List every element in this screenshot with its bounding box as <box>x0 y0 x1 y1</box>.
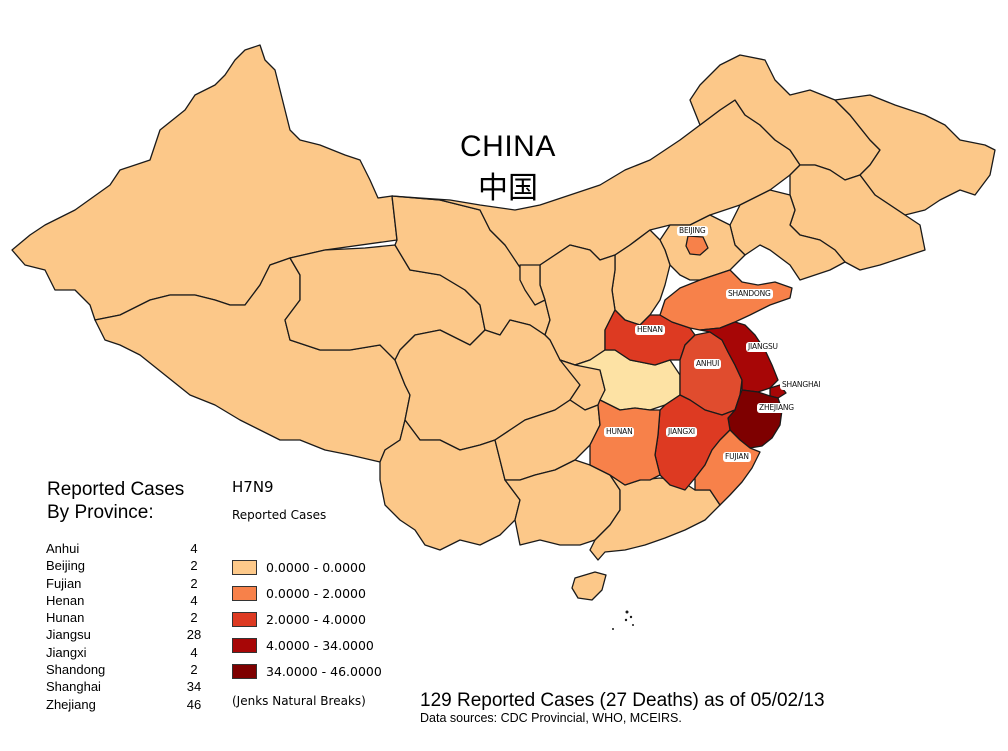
province-heilongjiang-east <box>834 94 996 216</box>
legend-swatch <box>232 637 257 653</box>
table-row: Henan 4 <box>46 592 198 608</box>
map-label-fujian: FUJIAN <box>723 452 751 462</box>
legend-item: 2.0000 - 4.0000 <box>232 606 382 632</box>
table-row: Fujian 2 <box>46 575 198 591</box>
province-hainan <box>571 571 607 601</box>
province-shandong <box>659 269 793 331</box>
map-title-english: CHINA <box>460 130 556 163</box>
legend-swatch <box>232 611 257 627</box>
legend-item: 4.0000 - 34.0000 <box>232 632 382 658</box>
legend-item: 0.0000 - 0.0000 <box>232 554 382 580</box>
map-title-chinese: 中国 <box>478 171 538 206</box>
map-label-zhejiang: ZHEJIANG <box>757 403 796 413</box>
table-row: Beijing 2 <box>46 558 198 574</box>
province-ningxia <box>519 264 546 306</box>
table-row: Shanghai 34 <box>46 679 202 695</box>
table-row: Shandong 2 <box>46 662 198 678</box>
cases-table: Anhui 4 Beijing 2 Fujian 2 Henan 4 Hunan 2 Ji… <box>46 540 206 713</box>
province-beijing <box>685 235 709 256</box>
summary-text: 129 Reported Cases (27 Deaths) as of 05/… <box>420 690 825 711</box>
map-label-anhui: ANHUI <box>694 359 722 369</box>
legend-item: 34.0000 - 46.0000 <box>232 658 382 684</box>
province-fujian <box>694 429 761 506</box>
province-yunnan <box>379 419 521 551</box>
legend-swatch <box>232 663 257 679</box>
map-label-jiangxi: JIANGXI <box>666 427 697 437</box>
cases-table-heading: Reported Cases By Province: <box>47 479 185 523</box>
table-row: Anhui 4 <box>46 541 198 556</box>
data-sources-text: Data sources: CDC Provincial, WHO, MCEIR… <box>420 711 682 725</box>
province-hunan <box>589 399 661 486</box>
map-label-jiangsu: JIANGSU <box>746 342 780 352</box>
map-label-beijing: BEIJING <box>677 226 708 236</box>
map-label-shandong: SHANDONG <box>726 289 773 299</box>
legend-note: (Jenks Natural Breaks) <box>232 694 366 708</box>
map-label-shanghai: SHANGHAI <box>780 380 823 390</box>
table-row: Jiangsu 28 <box>46 627 202 643</box>
table-row: Jiangxi 4 <box>46 644 198 660</box>
legend-title: H7N9 <box>232 478 274 496</box>
map-label-hunan: HUNAN <box>604 427 635 437</box>
legend-swatch <box>232 585 257 601</box>
legend-swatch <box>232 559 257 575</box>
map-label-henan: HENAN <box>635 325 665 335</box>
table-row: Hunan 2 <box>46 610 198 626</box>
map-legend: H7N9 Reported Cases 0.0000 - 0.0000 0.00… <box>232 478 382 708</box>
legend-subtitle: Reported Cases <box>232 508 327 522</box>
legend-item: 0.0000 - 2.0000 <box>232 580 382 606</box>
table-row: Zhejiang 46 <box>46 696 202 712</box>
